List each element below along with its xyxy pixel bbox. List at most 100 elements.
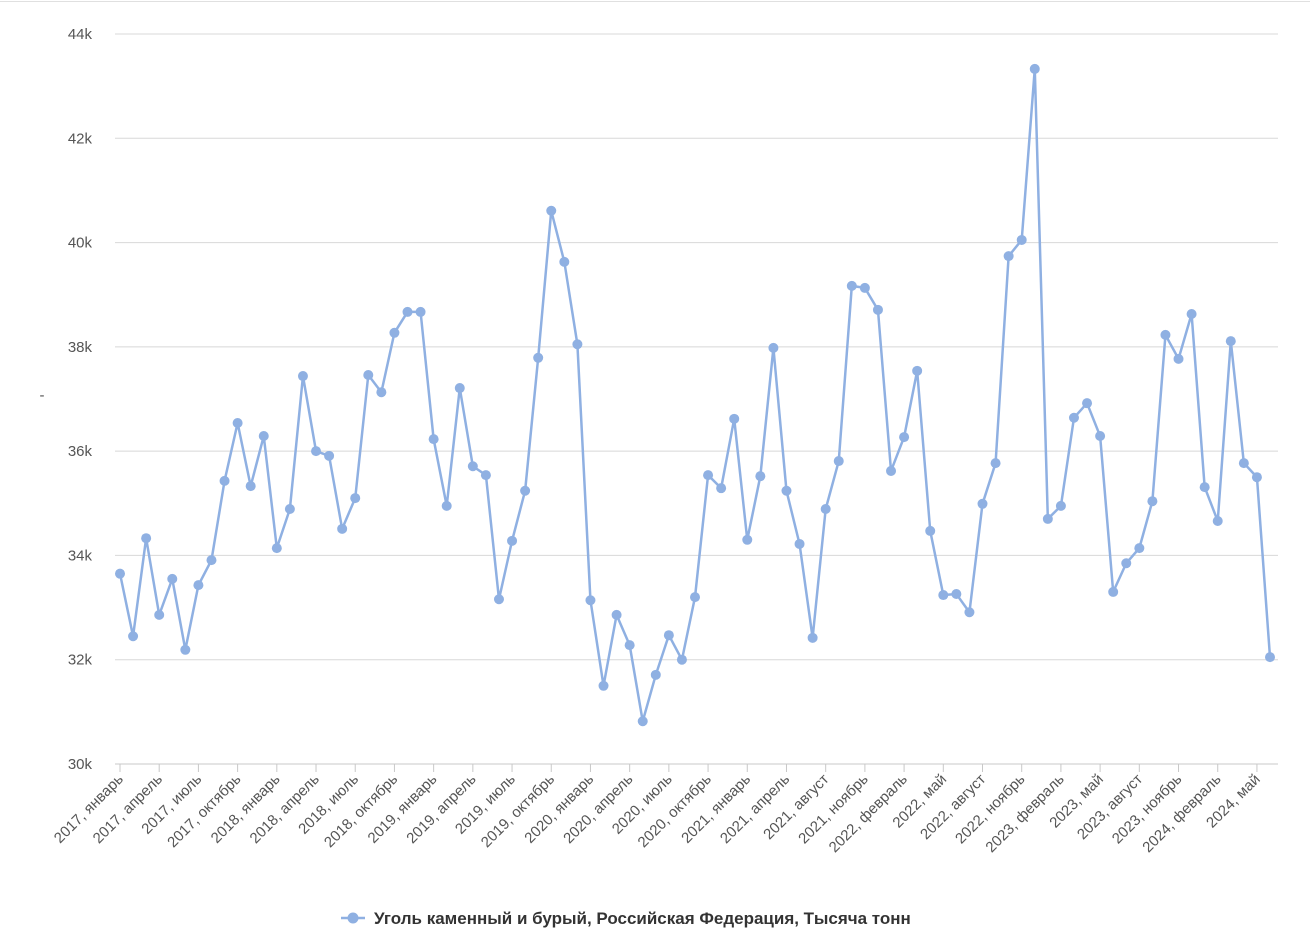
point [115,568,125,579]
point [624,640,635,651]
point [1212,516,1223,527]
point [846,280,857,291]
point [141,533,152,544]
point [219,475,230,486]
point [742,534,753,545]
point [912,365,923,376]
point [493,594,504,605]
series-line [118,68,1272,722]
point [467,461,478,472]
legend-item: Уголь каменный и бурый, Российская Федер… [341,909,911,928]
point [376,387,387,398]
point [1068,412,1079,423]
legend-label: Уголь каменный и бурый, Российская Федер… [374,909,911,928]
point [833,456,844,467]
point [859,282,870,293]
point [1147,496,1158,507]
point [428,434,439,445]
point [297,371,308,382]
y-tick-label: 42k [68,130,93,147]
point [271,543,282,554]
point [1082,398,1093,409]
point [1173,353,1184,364]
point [454,383,465,394]
point [585,595,596,606]
point [794,538,805,549]
point [232,417,243,428]
point [1265,652,1275,663]
y-tick-label: 34k [68,547,93,564]
point [716,483,727,494]
point [990,458,1001,469]
point [520,485,531,496]
point [180,644,191,655]
y-tick-label: 36k [68,443,93,460]
y-tick-label: 32k [68,652,93,669]
point [311,446,322,457]
point [206,555,217,566]
point [807,632,818,643]
point [128,631,139,642]
point [1003,251,1014,262]
point [1095,431,1106,442]
point [1238,458,1249,469]
point [886,465,897,476]
point [964,607,975,618]
point [258,431,269,442]
legend-marker [347,912,359,924]
point [167,573,178,584]
point [598,680,609,691]
y-tick-label: 30k [68,756,93,773]
point [690,592,700,603]
point [951,589,962,600]
point [1160,329,1171,340]
point [820,504,831,515]
point [676,654,687,665]
y-tick-label: 44k [68,26,93,43]
point [546,205,557,216]
point [650,669,661,680]
y-tick-label: 38k [68,339,93,356]
point [1042,513,1053,524]
point [284,504,295,515]
point [415,306,426,317]
point [637,716,648,727]
point [938,590,949,601]
point [402,306,413,317]
point [1108,586,1119,597]
point [533,352,544,363]
point [1225,336,1236,347]
point [245,481,256,492]
point [363,370,374,381]
point [703,470,714,481]
point [899,432,910,443]
point [193,580,204,591]
point [572,339,583,350]
point [1199,482,1210,493]
point [559,256,570,267]
point [781,485,792,496]
y-tick-label: 40k [68,235,93,252]
point [925,525,936,536]
point [389,327,400,338]
point [755,471,766,482]
point [337,523,348,534]
point [1134,543,1145,554]
point [768,342,779,353]
point [324,450,335,461]
point [611,609,622,620]
point [1186,309,1197,320]
point [1016,234,1027,245]
point [154,609,165,620]
y-axis-label: - [40,387,45,404]
point [1121,558,1132,569]
point [441,500,452,511]
point [350,493,361,504]
point [507,535,518,546]
point [663,630,674,641]
point [480,470,491,481]
point [1029,63,1040,74]
point [1251,472,1262,483]
point [977,498,988,509]
